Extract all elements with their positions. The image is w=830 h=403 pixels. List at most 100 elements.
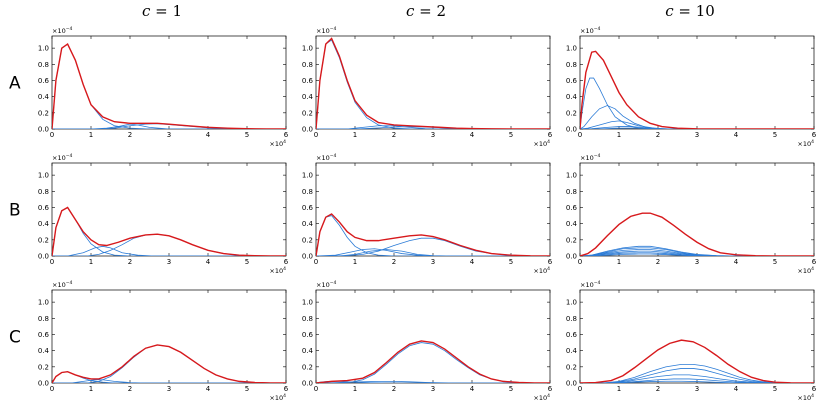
x-scale-label: ×104	[797, 266, 814, 275]
x-scale-label: ×104	[269, 139, 286, 148]
component-line-2	[316, 248, 550, 256]
x-tick-label: 5	[509, 131, 513, 139]
panel-lines	[580, 339, 814, 383]
x-tick-label: 0	[50, 258, 54, 266]
x-tick-label: 5	[773, 385, 777, 393]
component-line-4	[316, 249, 550, 256]
y-tick-label: 0.4	[566, 347, 578, 355]
x-scale-label: ×104	[797, 393, 814, 402]
panel-frame	[51, 162, 287, 257]
y-tick-label: 0.6	[302, 77, 314, 85]
component-line-1	[316, 215, 550, 256]
panel-lines	[52, 43, 286, 129]
x-tick-label: 6	[812, 131, 817, 139]
component-line-6	[580, 253, 814, 256]
panel-C-2: 0 1 2 3 4 5 6×104 0.0 0.2 0.4 0.6 0.8 1.0 ×10−4	[302, 280, 553, 402]
component-line-3	[316, 380, 550, 383]
y-scale-label: ×10−4	[316, 26, 336, 35]
x-tick-label: 4	[206, 131, 211, 139]
y-tick-label: 1.0	[566, 45, 577, 53]
panel-lines	[52, 344, 286, 383]
y-tick-label: 0.2	[38, 109, 49, 117]
y-scale-label: ×10−4	[580, 280, 600, 289]
panel-lines	[580, 50, 814, 129]
component-line-5	[580, 380, 814, 383]
x-tick-label: 5	[773, 258, 777, 266]
x-tick-label: 2	[392, 131, 396, 139]
y-tick-label: 0.8	[566, 61, 577, 69]
x-tick-label: 3	[695, 258, 699, 266]
panel-frame	[315, 35, 551, 130]
mixture-line	[52, 43, 286, 129]
x-tick-label: 5	[245, 131, 249, 139]
x-tick-label: 6	[812, 385, 817, 393]
x-scale-label: ×104	[269, 266, 286, 275]
x-tick-label: 4	[470, 258, 475, 266]
y-tick-label: 0.0	[566, 380, 577, 388]
x-tick-label: 0	[578, 131, 582, 139]
x-tick-label: 4	[734, 385, 739, 393]
column-title-var: c	[142, 2, 151, 20]
component-line-3	[52, 344, 286, 383]
mixture-line	[316, 213, 550, 256]
y-tick-label: 0.6	[38, 331, 50, 339]
y-scale-label: ×10−4	[316, 280, 336, 289]
x-tick-label: 0	[314, 258, 318, 266]
y-tick-label: 0.0	[302, 126, 313, 134]
x-tick-label: 0	[578, 258, 582, 266]
panel-B-3: 0 1 2 3 4 5 6×104 0.0 0.2 0.4 0.6 0.8 1.0 ×10−4	[566, 153, 817, 275]
x-tick-label: 2	[128, 258, 132, 266]
y-tick-label: 0.4	[302, 93, 314, 101]
row-label-C: C	[9, 328, 21, 348]
y-tick-label: 0.8	[302, 188, 313, 196]
y-tick-label: 0.6	[566, 77, 578, 85]
component-line-3	[52, 233, 286, 256]
column-title-eq: = 2	[414, 2, 446, 20]
y-tick-label: 0.4	[38, 347, 50, 355]
x-tick-label: 2	[656, 385, 660, 393]
y-tick-label: 0.8	[38, 315, 49, 323]
x-tick-label: 3	[695, 131, 699, 139]
x-tick-label: 2	[656, 131, 660, 139]
x-scale-label: ×104	[533, 139, 550, 148]
x-tick-label: 0	[578, 385, 582, 393]
column-title-eq: = 10	[674, 2, 715, 20]
x-tick-label: 1	[353, 258, 357, 266]
panel-frame	[51, 35, 287, 130]
component-line-5	[580, 127, 814, 129]
row-label-B: B	[9, 201, 21, 221]
x-tick-label: 3	[695, 385, 699, 393]
row-label-A: A	[9, 74, 21, 94]
y-tick-label: 1.0	[302, 45, 313, 53]
panel-B-2: 0 1 2 3 4 5 6×104 0.0 0.2 0.4 0.6 0.8 1.0 ×10−4	[302, 153, 553, 275]
x-scale-label: ×104	[533, 266, 550, 275]
x-tick-label: 4	[734, 258, 739, 266]
panel-frame	[579, 35, 815, 130]
component-line-1	[52, 43, 286, 129]
component-line-2	[316, 125, 550, 129]
x-tick-label: 5	[245, 258, 249, 266]
y-tick-label: 0.8	[302, 315, 313, 323]
y-tick-label: 0.4	[38, 220, 50, 228]
x-tick-label: 3	[431, 385, 435, 393]
column-title-eq: = 1	[150, 2, 182, 20]
panel-A-2: 0 1 2 3 4 5 6×104 0.0 0.2 0.4 0.6 0.8 1.0 ×10−4	[302, 26, 553, 148]
y-tick-label: 0.4	[38, 93, 50, 101]
y-tick-label: 0.0	[38, 380, 49, 388]
x-tick-label: 2	[392, 385, 396, 393]
mixture-line	[580, 212, 814, 256]
mixture-line	[580, 339, 814, 383]
x-tick-label: 2	[128, 131, 132, 139]
y-tick-label: 0.0	[566, 126, 577, 134]
panel-A-3: 0 1 2 3 4 5 6×104 0.0 0.2 0.4 0.6 0.8 1.0 ×10−4	[566, 26, 817, 148]
component-line-1	[52, 206, 286, 256]
y-tick-label: 0.2	[38, 236, 49, 244]
mixture-line	[580, 50, 814, 129]
y-tick-label: 0.6	[302, 331, 314, 339]
mixture-line	[316, 340, 550, 383]
y-tick-label: 0.2	[566, 236, 577, 244]
x-tick-label: 4	[470, 131, 475, 139]
y-tick-label: 0.6	[566, 331, 578, 339]
x-tick-label: 3	[167, 385, 171, 393]
y-tick-label: 0.4	[566, 93, 578, 101]
